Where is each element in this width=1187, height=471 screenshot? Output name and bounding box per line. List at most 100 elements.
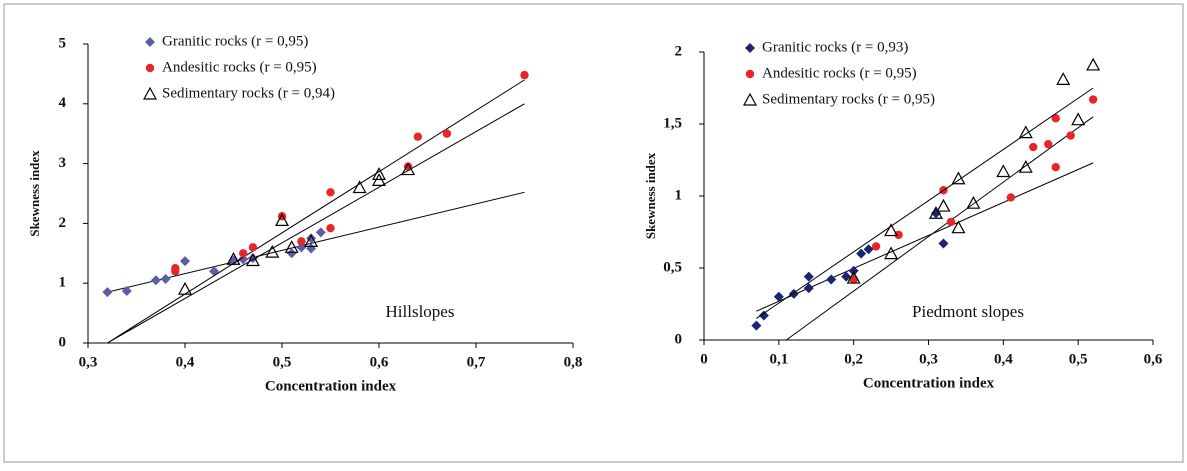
- legend-marker: [142, 86, 158, 100]
- y-tick-label: 2: [59, 215, 67, 231]
- data-point: [751, 320, 762, 331]
- x-tick-label: 0,3: [919, 351, 938, 367]
- data-point: [413, 132, 422, 141]
- data-point: [938, 238, 949, 249]
- x-tick-label: 0,8: [564, 354, 583, 370]
- data-point: [304, 234, 319, 247]
- data-point: [894, 230, 903, 240]
- data-point: [1018, 159, 1033, 173]
- data-point: [401, 162, 416, 176]
- y-tick-label: 1,5: [663, 115, 682, 131]
- data-point: [306, 243, 317, 254]
- data-point: [150, 275, 161, 286]
- legend-label: Granitic rocks (r = 0,95): [162, 33, 308, 49]
- y-tick-label: 3: [59, 155, 67, 171]
- data-point: [245, 253, 260, 267]
- data-point: [284, 240, 299, 253]
- y-tick-label: 0: [675, 331, 683, 347]
- x-tick-label: 0,6: [1144, 351, 1163, 367]
- data-point: [1051, 163, 1060, 172]
- data-point: [1018, 125, 1033, 139]
- trend-line: [756, 162, 1094, 312]
- data-point: [1006, 193, 1016, 202]
- data-point: [803, 283, 814, 294]
- data-point: [951, 220, 966, 234]
- data-point: [403, 162, 413, 171]
- data-point: [884, 246, 899, 260]
- y-tick-label: 1: [59, 275, 67, 291]
- data-point: [326, 223, 335, 233]
- legend-label: Sedimentary rocks (r = 0,94): [162, 85, 335, 101]
- legend-label: Sedimentary rocks (r = 0,95): [762, 91, 935, 107]
- data-point: [1056, 72, 1071, 85]
- data-point: [826, 274, 837, 285]
- x-tick-label: 0,3: [79, 354, 98, 370]
- y-tick-label: 1: [675, 187, 683, 203]
- x-axis-label: Concentration index: [265, 378, 397, 394]
- data-point: [286, 248, 297, 259]
- trend-line: [107, 191, 525, 293]
- data-point: [1071, 112, 1086, 126]
- data-point: [1066, 131, 1075, 140]
- x-tick-label: 0,7: [467, 354, 486, 370]
- legend-marker: [742, 92, 758, 106]
- data-point: [296, 242, 307, 253]
- data-point: [520, 70, 529, 80]
- data-point: [1086, 57, 1101, 71]
- trend-line: [786, 116, 1094, 341]
- data-point: [160, 274, 171, 285]
- y-axis-label: Skewness index: [643, 152, 658, 239]
- data-point: [442, 129, 452, 138]
- data-point: [352, 180, 367, 194]
- trend-line: [756, 87, 1094, 319]
- legend-marker: [745, 69, 755, 79]
- data-point: [371, 167, 387, 180]
- x-tick-label: 0,1: [769, 351, 788, 367]
- y-axis-label: Skewness index: [27, 150, 42, 237]
- data-point: [856, 248, 867, 259]
- legend-marker: [145, 63, 155, 73]
- data-point: [996, 164, 1011, 178]
- data-point: [803, 271, 814, 282]
- y-tick-label: 2: [675, 43, 683, 59]
- data-point: [966, 195, 981, 209]
- frame: [3, 3, 1184, 463]
- legend-label: Andesitic rocks (r = 0,95): [762, 65, 917, 81]
- x-tick-label: 0,4: [994, 351, 1013, 367]
- legend-marker: [145, 37, 155, 47]
- data-point: [248, 243, 258, 252]
- data-point: [863, 244, 874, 255]
- x-tick-label: 0,5: [1069, 351, 1088, 367]
- data-point: [171, 264, 180, 273]
- data-point: [1088, 95, 1098, 104]
- trend-line: [107, 79, 525, 344]
- data-point: [121, 285, 132, 296]
- data-point: [846, 270, 861, 284]
- y-tick-label: 4: [59, 95, 67, 111]
- data-point: [1051, 114, 1060, 123]
- y-tick-label: 0,5: [663, 259, 682, 275]
- data-point: [102, 287, 113, 298]
- data-point: [841, 271, 852, 282]
- data-point: [928, 206, 943, 219]
- data-point: [1029, 142, 1038, 152]
- data-point: [884, 223, 899, 237]
- x-tick-label: 0: [700, 351, 708, 367]
- data-point: [758, 310, 769, 321]
- x-tick-label: 0,6: [370, 354, 389, 370]
- data-point: [946, 217, 956, 227]
- x-tick-label: 0,2: [844, 351, 863, 367]
- y-tick-label: 5: [59, 35, 67, 51]
- data-point: [274, 213, 290, 227]
- data-point: [297, 237, 306, 246]
- data-point: [936, 198, 951, 212]
- data-point: [951, 171, 966, 185]
- legend-label: Granitic rocks (r = 0,93): [762, 39, 908, 55]
- data-point: [265, 244, 280, 258]
- data-point: [226, 252, 241, 265]
- trend-line: [107, 103, 525, 344]
- legend-marker: [745, 43, 755, 53]
- annotation: Piedmont slopes: [912, 302, 1024, 321]
- data-point: [239, 249, 248, 258]
